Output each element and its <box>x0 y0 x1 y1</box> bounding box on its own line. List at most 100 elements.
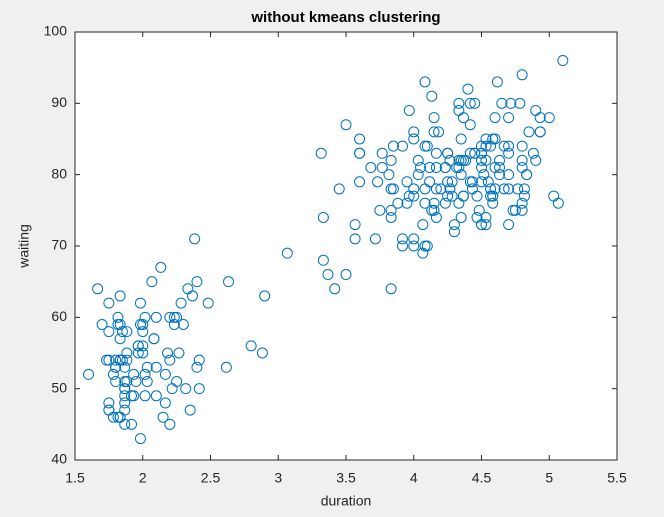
scatter-point <box>408 190 420 202</box>
scatter-point <box>317 211 329 223</box>
scatter-point <box>121 376 133 388</box>
scatter-point <box>426 90 438 102</box>
scatter-point <box>557 55 569 67</box>
scatter-point <box>494 162 506 174</box>
scatter-point <box>182 283 194 295</box>
y-tick-label: 90 <box>51 94 67 110</box>
scatter-point <box>548 190 560 202</box>
scatter-point <box>385 211 397 223</box>
scatter-point <box>126 418 138 430</box>
scatter-point <box>439 197 451 209</box>
scatter-point <box>464 147 476 159</box>
scatter-point <box>134 433 146 445</box>
scatter-point <box>457 190 469 202</box>
scatter-point <box>498 183 510 195</box>
scatter-point <box>505 97 517 109</box>
scatter-point <box>491 76 503 88</box>
scatter-point <box>453 104 465 116</box>
scatter-point <box>446 176 458 188</box>
scatter-point <box>430 162 442 174</box>
scatter-point <box>333 183 345 195</box>
scatter-point <box>385 183 397 195</box>
scatter-point <box>430 183 442 195</box>
scatter-point <box>453 154 465 166</box>
scatter-point <box>148 333 160 345</box>
scatter-point <box>503 112 515 124</box>
y-tick-label: 60 <box>51 308 67 324</box>
scatter-point <box>112 311 124 323</box>
x-tick-label: 2 <box>139 470 147 486</box>
scatter-point <box>469 97 481 109</box>
scatter-point <box>516 204 528 216</box>
scatter-point <box>473 204 485 216</box>
scatter-point <box>159 368 171 380</box>
scatter-point <box>455 154 467 166</box>
scatter-point <box>489 183 501 195</box>
scatter-point <box>349 219 361 231</box>
scatter-point <box>476 154 487 166</box>
y-axis-label: waiting <box>16 224 32 269</box>
scatter-point <box>448 226 460 238</box>
scatter-point <box>476 176 487 188</box>
x-tick-label: 5.5 <box>607 470 627 486</box>
scatter-point <box>480 140 492 152</box>
scatter-point <box>168 311 180 323</box>
scatter-point <box>202 297 214 309</box>
scatter-point <box>365 162 377 174</box>
y-tick-label: 50 <box>51 379 67 395</box>
scatter-point <box>114 290 126 302</box>
scatter-point <box>245 340 257 352</box>
scatter-point <box>476 140 487 152</box>
scatter-point <box>184 404 196 416</box>
scatter-point <box>509 204 521 216</box>
scatter-point <box>424 162 436 174</box>
scatter-point <box>374 204 386 216</box>
scatter-point <box>114 333 126 345</box>
scatter-point <box>92 283 104 295</box>
scatter-point <box>507 204 519 216</box>
y-tick-label: 80 <box>51 165 67 181</box>
scatter-point <box>457 154 469 166</box>
scatter-point <box>534 126 546 138</box>
scatter-point <box>119 390 131 402</box>
scatter-point <box>469 147 481 159</box>
scatter-point <box>134 297 146 309</box>
scatter-point <box>392 197 404 209</box>
scatter-point <box>354 147 366 159</box>
scatter-point <box>121 354 133 366</box>
x-axis-label: duration <box>321 493 372 509</box>
scatter-point <box>397 140 409 152</box>
x-tick-label: 4 <box>410 470 418 486</box>
scatter-point <box>466 183 478 195</box>
scatter-point <box>107 368 119 380</box>
scatter-point <box>428 204 440 216</box>
scatter-point <box>412 154 424 166</box>
plot-area <box>74 31 618 461</box>
scatter-point <box>516 197 528 209</box>
scatter-point <box>385 204 397 216</box>
scatter-point <box>141 376 153 388</box>
scatter-point <box>128 390 140 402</box>
scatter-point <box>408 233 420 245</box>
scatter-point <box>428 112 440 124</box>
scatter-point <box>408 126 420 138</box>
scatter-point <box>412 169 424 181</box>
scatter-point <box>417 219 429 231</box>
scatter-point <box>112 411 124 423</box>
scatter-point <box>103 326 115 338</box>
scatter-point <box>119 383 131 395</box>
scatter-point <box>442 176 454 188</box>
scatter-point <box>376 147 388 159</box>
scatter-point <box>349 233 361 245</box>
scatter-point <box>387 140 399 152</box>
scatter-point <box>340 119 352 131</box>
scatter-point <box>503 183 515 195</box>
scatter-point <box>354 176 366 188</box>
scatter-point <box>421 140 433 152</box>
scatter-point <box>223 276 235 288</box>
x-tick-label: 2.5 <box>201 470 221 486</box>
scatter-point <box>408 240 420 252</box>
scatter-point <box>256 347 268 359</box>
y-tick-label: 70 <box>51 237 67 253</box>
